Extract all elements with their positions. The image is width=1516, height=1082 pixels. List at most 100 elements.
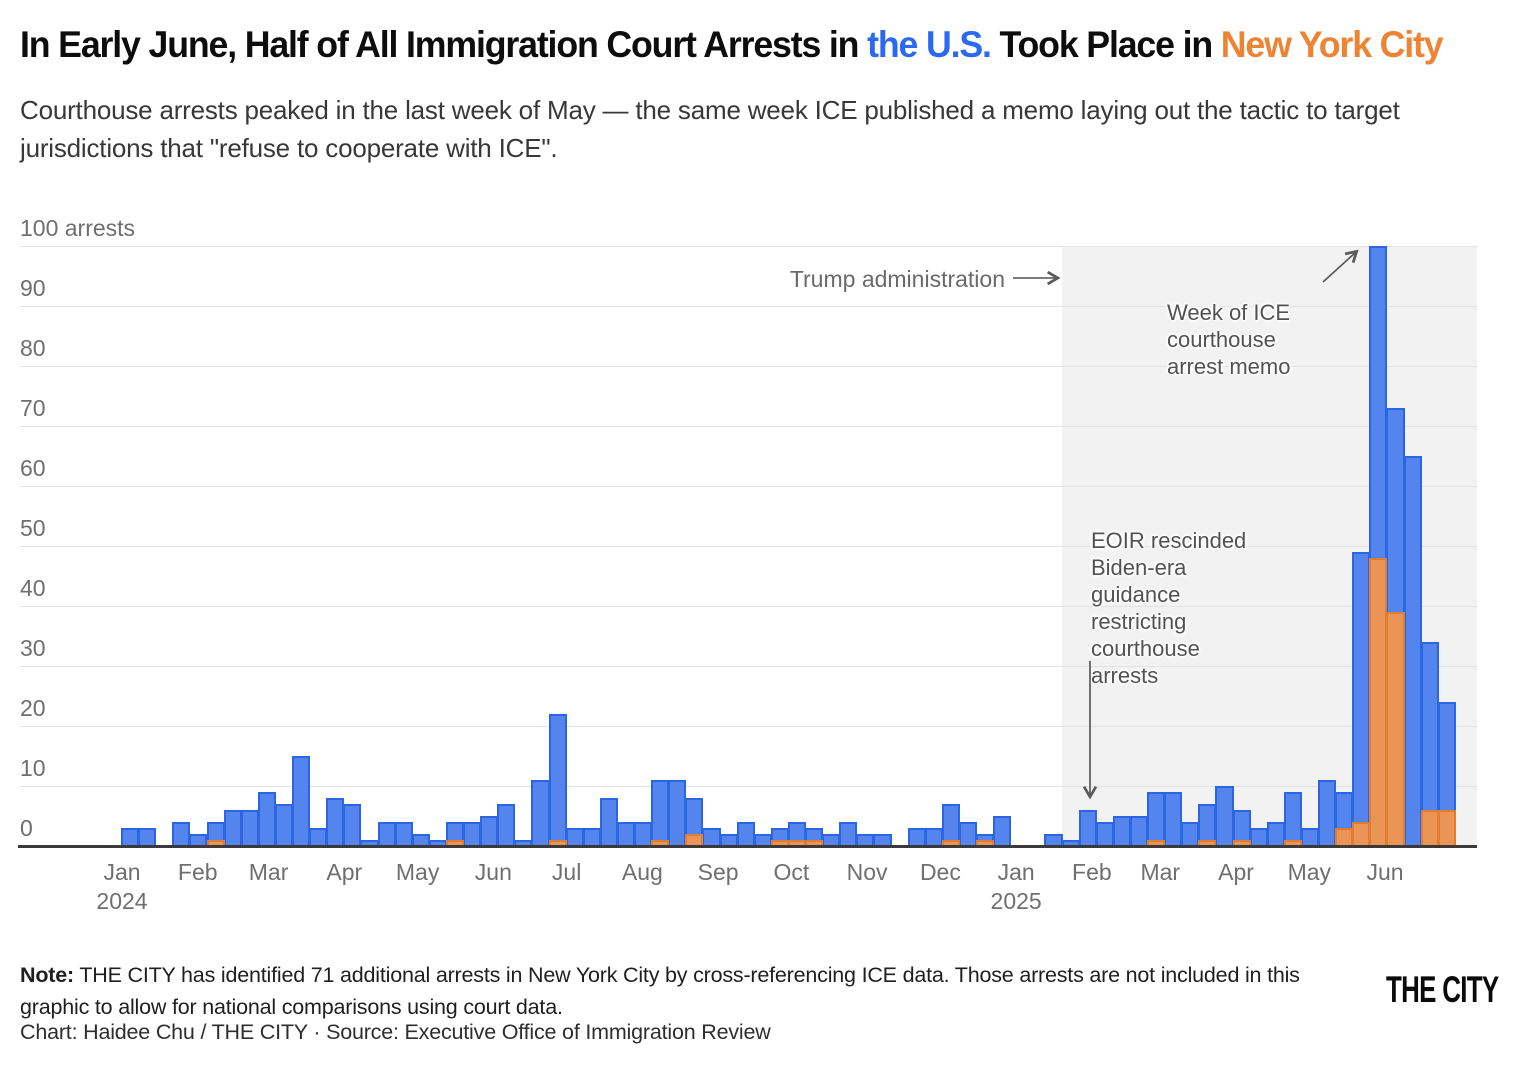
annotation-trump-administration: Trump administration (789, 266, 1005, 292)
eoir-line-2: Biden-era (1091, 555, 1187, 580)
bar-nyc-week-66 (1232, 840, 1251, 846)
bar-us-week-59 (1112, 816, 1131, 846)
bar-us-week-33 (668, 780, 687, 846)
title-pre: In Early June, Half of All Immigration C… (20, 24, 868, 65)
eoir-line-5: courthouse (1091, 636, 1200, 661)
gridline-80 (20, 366, 1477, 367)
eoir-line-4: restricting (1091, 609, 1187, 634)
bar-us-week-19 (428, 840, 447, 846)
bar-us-week-55 (1044, 834, 1063, 846)
gridline-60 (20, 486, 1477, 487)
bar-us-week-13 (326, 798, 345, 846)
bar-nyc-week-34 (685, 834, 704, 846)
bar-us-week-43 (839, 822, 858, 846)
bar-us-week-14 (343, 804, 362, 846)
bar-us-week-70 (1300, 828, 1320, 846)
eoir-line-6: arrests (1091, 663, 1159, 688)
bar-us-week-31 (634, 822, 653, 846)
bar-us-week-73 (1352, 552, 1371, 846)
bar-us-week-5 (189, 834, 208, 846)
bar-us-week-56 (1061, 840, 1080, 846)
bar-us-week-45 (873, 834, 892, 846)
bar-nyc-week-32 (651, 840, 670, 846)
bar-us-week-48 (924, 828, 943, 846)
bar-us-week-42 (822, 834, 841, 846)
bar-us-week-28 (582, 828, 601, 846)
x-axis-label-Apr: Apr (326, 859, 363, 885)
bar-us-week-7 (223, 810, 242, 846)
bar-us-week-26 (548, 714, 567, 846)
bar-us-week-77 (1420, 642, 1439, 846)
subtitle: Courthouse arrests peaked in the last we… (20, 95, 1400, 163)
bar-nyc-week-41 (805, 840, 824, 846)
x-axis-label-Mar: Mar (1140, 859, 1181, 885)
bar-us-week-27 (565, 828, 584, 846)
ice-memo-line-3: arrest memo (1167, 354, 1291, 379)
bar-us-week-30 (616, 822, 636, 846)
annotation-eoir-guidance: EOIR rescinded Biden-era guidance restricti… (1091, 527, 1246, 689)
bar-us-week-50 (958, 822, 978, 846)
y-axis-label-90: 90 (20, 275, 46, 301)
x-axis-label-Jan-2024: Jan 2024 (96, 859, 148, 914)
annotation-ice-memo: Week of ICE courthouse arrest memo (1167, 299, 1290, 380)
bar-nyc-week-51 (976, 840, 995, 846)
bar-us-week-65 (1215, 786, 1234, 846)
y-axis-label-10: 10 (20, 755, 46, 781)
x-axis-label-Jul: Jul (551, 859, 582, 885)
bar-us-week-66 (1232, 810, 1251, 846)
bar-us-week-9 (257, 792, 276, 846)
bar-us-week-1 (121, 828, 140, 846)
y-axis-label-60: 60 (20, 455, 46, 481)
eoir-line-3: guidance (1091, 582, 1181, 607)
ice-memo-line-2: courthouse (1167, 327, 1276, 352)
ice-memo-line-1: Week of ICE (1167, 300, 1291, 325)
footnote-label: Note: (20, 963, 74, 987)
x-axis-label-Nov: Nov (846, 859, 888, 885)
bar-nyc-week-72 (1335, 828, 1354, 846)
x-axis-label-Jan-2025: Jan 2025 (990, 859, 1042, 914)
x-axis-label-Oct: Oct (773, 859, 810, 885)
y-axis-label-0: 0 (20, 815, 33, 841)
eoir-line-1: EOIR rescinded (1091, 528, 1247, 553)
bar-us-week-17 (394, 822, 413, 846)
bar-us-week-22 (480, 816, 499, 846)
bar-nyc-week-74 (1369, 558, 1388, 846)
bar-nyc-week-78 (1437, 810, 1456, 846)
gridline-70 (20, 426, 1477, 427)
x-axis-label-Sep: Sep (697, 859, 739, 885)
gridline-40 (20, 606, 1477, 607)
bar-us-week-38 (753, 834, 772, 846)
x-axis-label-Apr: Apr (1218, 859, 1254, 885)
bar-us-week-60 (1129, 816, 1149, 846)
credit-line: Chart: Haidee Chu / THE CITY · Source: E… (20, 1020, 771, 1044)
bar-us-week-16 (377, 822, 396, 846)
gridline-100 (20, 246, 1477, 247)
bar-us-week-2 (138, 828, 157, 846)
bar-us-week-49 (941, 804, 960, 846)
page-title: In Early June, Half of All Immigration C… (20, 24, 1468, 66)
bar-nyc-week-20 (445, 840, 464, 846)
bar-us-week-52 (993, 816, 1012, 846)
y-axis-top-label: 100 arrests (20, 215, 136, 241)
y-axis-label-50: 50 (20, 515, 46, 541)
bar-nyc-week-64 (1198, 840, 1217, 846)
bar-us-week-58 (1095, 822, 1114, 846)
x-axis-label-Jun: Jun (474, 859, 512, 885)
bar-us-week-47 (907, 828, 926, 846)
bar-us-week-15 (360, 840, 379, 846)
bar-us-week-12 (309, 828, 328, 846)
bar-us-week-21 (463, 822, 482, 846)
bar-us-week-57 (1078, 810, 1097, 846)
x-axis-label-May: May (395, 859, 440, 885)
the-city-logo: THE CITY (1386, 969, 1499, 1010)
bar-us-week-63 (1181, 822, 1200, 846)
x-axis-label-Dec: Dec (919, 859, 961, 885)
title-us-highlight: the U.S. (867, 24, 992, 65)
bar-nyc-week-49 (941, 840, 960, 846)
bar-us-week-44 (856, 834, 875, 846)
title-nyc-highlight: New York City (1220, 24, 1444, 65)
y-axis-label-30: 30 (20, 635, 46, 661)
bar-us-week-10 (274, 804, 293, 846)
x-axis-label-Feb: Feb (177, 859, 218, 885)
